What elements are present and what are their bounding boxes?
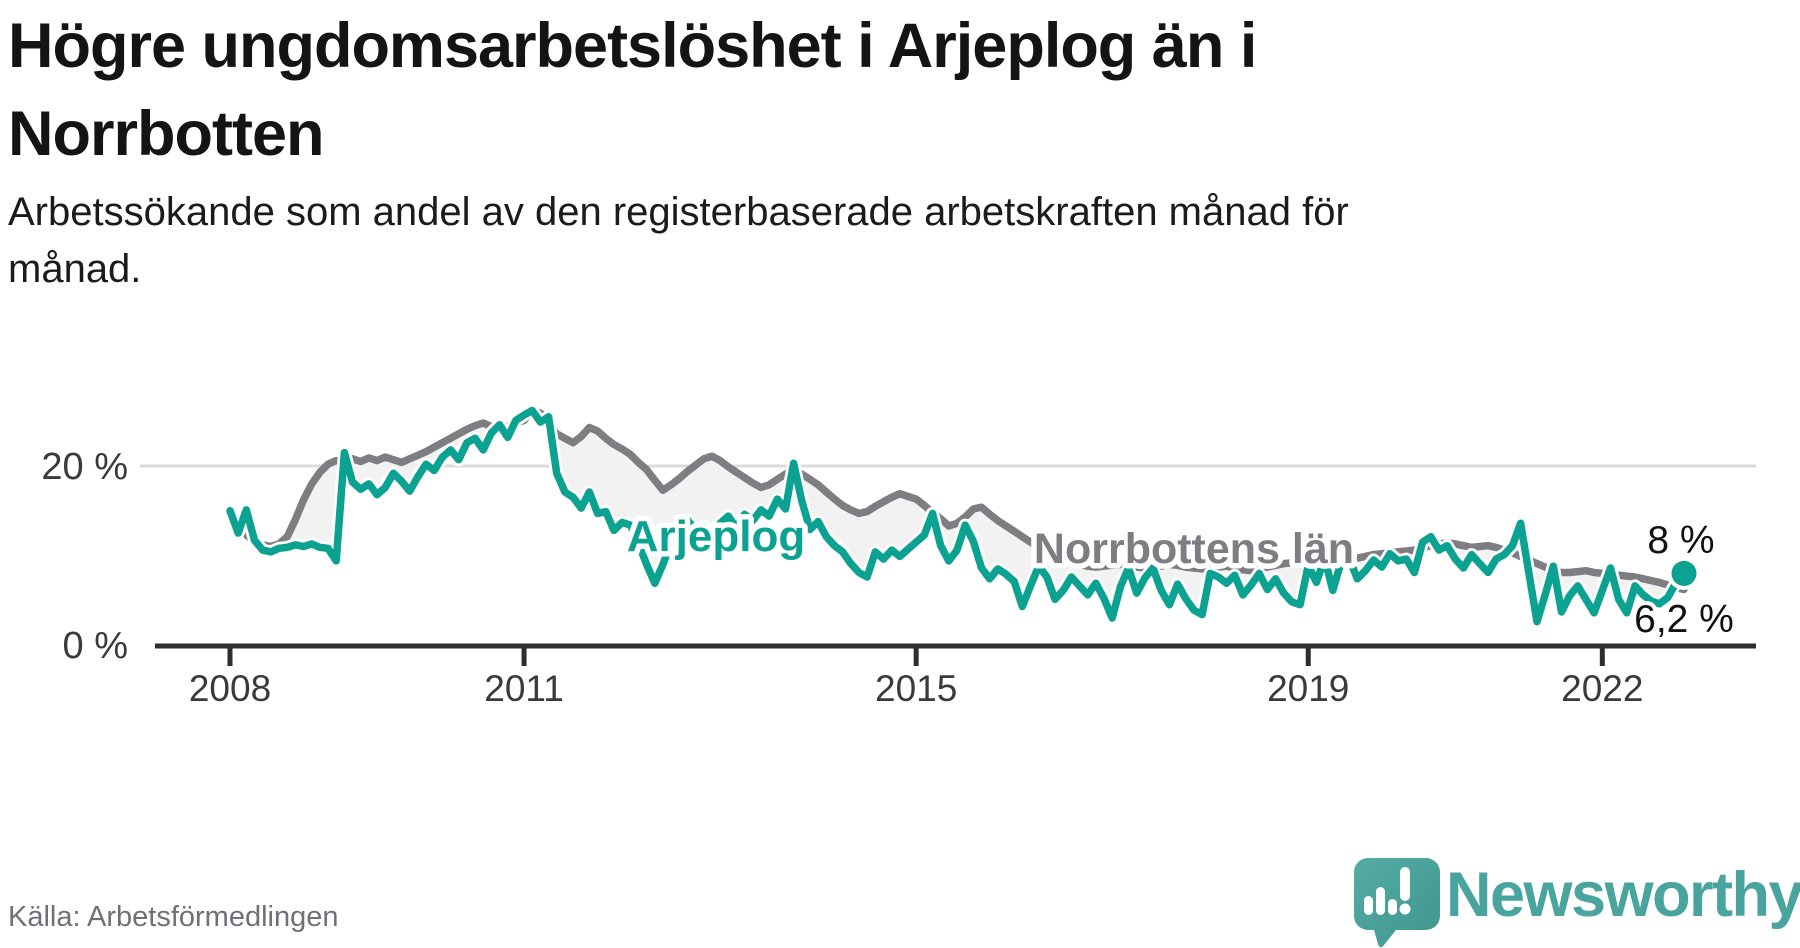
y-tick-label: 0 % [63, 625, 128, 667]
source-note: Källa: Arbetsförmedlingen [8, 901, 339, 933]
newsworthy-logo-icon [1354, 858, 1440, 948]
chart-subtitle: Arbetssökande som andel av den registerb… [8, 184, 1349, 298]
exclamation-bar [1400, 867, 1410, 901]
series-label-arjeplog: Arjeplog [627, 512, 805, 561]
end-value-label-arjeplog: 8 % [1647, 519, 1714, 562]
bar-1 [1364, 896, 1373, 915]
page-title-line-1: Högre ungdomsarbetslöshet i Arjeplog än … [8, 11, 1257, 81]
x-tick-label: 2019 [1267, 668, 1349, 709]
chart-subtitle-line-2: månad. [8, 247, 142, 291]
bar-3 [1388, 899, 1397, 915]
x-axis-ticks: 2008 2011 2015 2019 2022 [189, 648, 1643, 709]
end-dot [1671, 560, 1697, 586]
end-value-label-norrbotten: 6,2 % [1634, 598, 1734, 641]
page-title: Högre ungdomsarbetslöshet i Arjeplog än … [8, 2, 1257, 178]
bar-2 [1376, 887, 1385, 915]
exclamation-dot [1399, 903, 1411, 915]
x-tick-label: 2015 [875, 668, 957, 709]
page-title-line-2: Norrbotten [8, 99, 324, 169]
series-labels: Arjeplog Norrbottens län [621, 507, 1359, 579]
newsworthy-logo: Newsworthy [1352, 856, 1800, 948]
end-value-labels: 8 % 6,2 % [1630, 515, 1738, 645]
y-tick-label: 20 % [41, 446, 128, 488]
speech-bubble [1354, 858, 1440, 948]
y-axis-labels: 0 % 20 % [41, 446, 128, 667]
chart-subtitle-line-1: Arbetssökande som andel av den registerb… [8, 190, 1349, 234]
arjeplog-line [226, 406, 1688, 626]
x-tick-label: 2008 [189, 668, 271, 709]
x-tick-label: 2011 [484, 668, 564, 709]
series-label-norrbotten: Norrbottens län [1034, 525, 1354, 573]
x-tick-label: 2022 [1561, 668, 1643, 709]
newsworthy-wordmark: Newsworthy [1446, 860, 1800, 930]
